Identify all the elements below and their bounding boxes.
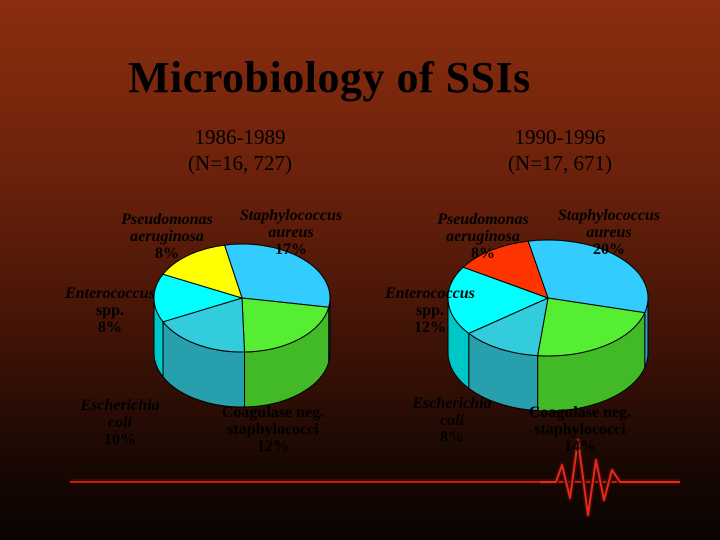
pie-slice-coagulase-neg-staphylococci [537,297,646,357]
label-right-ecoli-line1: Escherichia [412,395,492,412]
label-right-staph-aureus: Staphylococcus aureus 20% [544,207,674,258]
label-left-coag-pct: 12% [257,438,289,455]
label-left-staph-pct: 17% [275,241,307,258]
label-left-coag-line2: staphylococci [227,421,319,438]
pie-slice-staphylococcus-aureus [223,243,331,308]
label-left-pseudomonas-pct: 8% [155,245,179,262]
pie-slice-escherichia-coli [467,297,549,357]
pie-slice-pseudomonas-aeruginosa [162,244,243,299]
label-left-ecoli-pct: 10% [104,431,136,448]
label-left-staph-aureus: Staphylococcus aureus 17% [226,207,356,258]
label-left-pseudomonas-line1: Pseudomonas [121,211,213,228]
chart-right-heading: 1990-1996 (N=17, 671) [490,124,630,176]
label-left-entero-line1: Enterococcus [65,285,155,302]
label-left-enterococcus: Enterococcus spp. 8% [55,285,165,336]
chart-right-subtitle: (N=17, 671) [508,151,612,175]
pie-slice-staphylococcus-aureus [527,239,649,314]
label-left-ecoli-line1: Escherichia [80,397,160,414]
label-right-e-coli: Escherichia coli 8% [397,395,507,446]
chart-left-heading: 1986-1989 (N=16, 727) [170,124,310,176]
label-right-staph-pct: 20% [593,241,625,258]
pie-slice-pseudomonas-aeruginosa [462,240,549,299]
pie-chart-right [447,239,649,412]
label-right-coag-neg: Coagulase neg. staphylococci 14% [515,404,645,455]
label-left-pseudomonas-line2: aeruginosa [130,228,204,245]
slide-title: Microbiology of SSIs [128,53,531,102]
label-right-pseudomonas-line2: aeruginosa [446,228,520,245]
pie-chart-left [153,243,331,408]
label-right-pseudomonas-pct: 8% [471,245,495,262]
label-right-pseudomonas: Pseudomonas aeruginosa 8% [418,211,548,262]
label-right-staph-line1: Staphylococcus [557,207,661,224]
label-left-staph-line1: Staphylococcus [239,207,343,224]
label-right-ecoli-pct: 8% [440,429,464,446]
label-left-e-coli: Escherichia coli 10% [65,397,175,448]
label-left-staph-line2: aureus [268,224,314,241]
label-left-entero-line2: spp. [95,302,125,319]
pie-slice-coagulase-neg-staphylococci [241,297,330,353]
label-right-pseudomonas-line1: Pseudomonas [437,211,529,228]
label-right-ecoli-line2: coli [440,412,464,429]
label-left-coag-line1: Coagulase neg. [221,404,325,421]
label-right-entero-line1: Enterococcus [385,285,475,302]
chart-left-title: 1986-1989 [194,125,286,149]
label-left-entero-pct: 8% [98,319,122,336]
pie-slice-enterococcus-spp- [447,266,550,334]
label-left-ecoli-line2: coli [108,414,132,431]
label-right-entero-pct: 12% [414,319,446,336]
label-right-coag-pct: 14% [564,438,596,455]
chart-left-subtitle: (N=16, 727) [188,151,292,175]
chart-right-title: 1990-1996 [514,125,606,149]
label-right-staph-line2: aureus [586,224,632,241]
label-left-pseudomonas: Pseudomonas aeruginosa 8% [102,211,232,262]
label-right-coag-line2: staphylococci [534,421,626,438]
pie-slice-escherichia-coli [162,297,246,353]
label-left-coag-neg: Coagulase neg. staphylococci 12% [208,404,338,455]
label-right-entero-line2: spp. [415,302,445,319]
label-right-coag-line1: Coagulase neg. [528,404,632,421]
label-right-enterococcus: Enterococcus spp. 12% [372,285,488,336]
pie-slice-enterococcus-spp- [153,273,244,323]
